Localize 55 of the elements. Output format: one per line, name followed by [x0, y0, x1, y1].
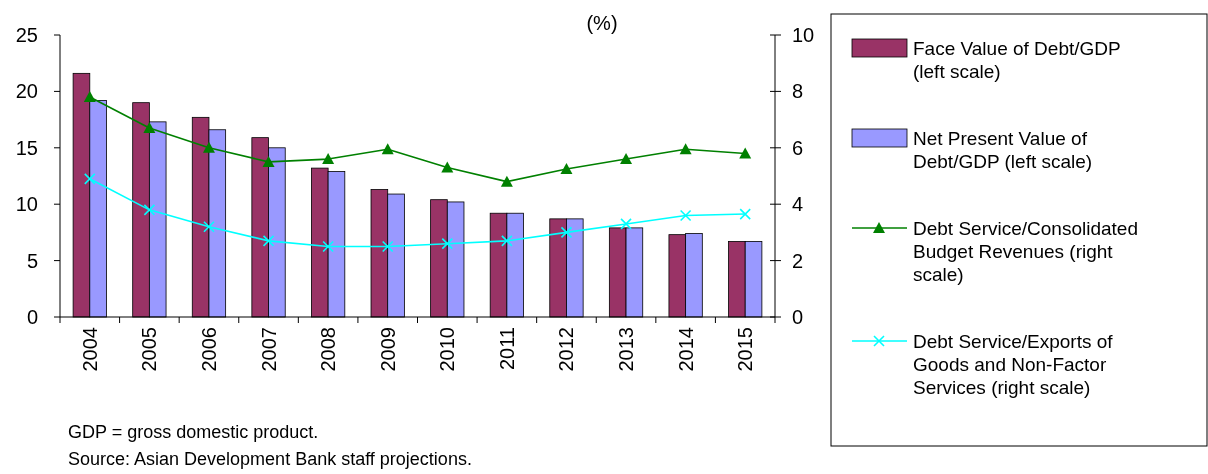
point	[322, 240, 334, 253]
y-tick-label: 25	[15, 24, 38, 46]
point	[679, 209, 692, 222]
point	[441, 161, 454, 173]
point	[739, 147, 752, 159]
x-tick-label: 2006	[197, 327, 220, 372]
point	[500, 175, 513, 187]
point	[679, 143, 692, 155]
point	[620, 218, 632, 230]
point	[203, 220, 215, 233]
point	[620, 153, 633, 165]
point	[83, 91, 96, 103]
y2-tick-label: 0	[792, 306, 804, 328]
point	[143, 204, 156, 216]
legend-label: Face Value of Debt/GDP (left scale)	[913, 38, 1121, 82]
y2-tick-label: 8	[792, 80, 804, 103]
point	[143, 122, 156, 134]
x-tick-label: 2011	[495, 327, 518, 371]
y2-tick-label: 2	[792, 249, 804, 272]
y2-tick-label: 6	[792, 136, 804, 159]
x-tick-label: 2008	[317, 327, 340, 372]
x-tick-label: 2015	[734, 327, 757, 372]
legend-label: Net Present Value of Debt/GDP (left scale)	[913, 128, 1093, 172]
y-tick-label: 20	[15, 80, 38, 103]
point	[560, 162, 573, 174]
x-tick-label: 2009	[376, 327, 399, 372]
point	[202, 141, 215, 153]
y2-tick-label: 4	[792, 193, 804, 216]
y2-tick-label: 10	[792, 24, 815, 46]
x-tick-label: 2014	[674, 327, 697, 372]
chart-title: (%)	[586, 12, 618, 34]
legend-label: Debt Service/Exports of Goods and Non-Factor Services (right scale)	[913, 331, 1114, 398]
point	[381, 143, 394, 155]
text: GDP = gross domestic product.	[68, 422, 319, 442]
point	[739, 208, 752, 220]
x-tick-label: 2007	[257, 327, 280, 372]
point	[381, 240, 394, 253]
x-tick-label: 2013	[615, 327, 638, 372]
x-tick-label: 2004	[78, 327, 101, 372]
y-tick-label: 15	[15, 136, 38, 159]
y-tick-label: 0	[26, 306, 38, 328]
point	[441, 237, 454, 250]
point	[501, 235, 513, 247]
point	[83, 173, 96, 185]
source-note: Source: Asian Development Bank staff projections.	[68, 449, 472, 469]
point	[322, 153, 335, 165]
point	[560, 226, 573, 239]
point	[262, 235, 275, 247]
x-tick-label: 2010	[436, 327, 459, 372]
x-tick-label: 2005	[138, 327, 161, 372]
legend-label: Debt Service/Consolidated Budget Revenues (right scale)	[913, 218, 1138, 285]
point	[262, 155, 275, 167]
y-tick-label: 5	[26, 249, 38, 272]
y-tick-label: 10	[15, 193, 38, 216]
x-tick-label: 2012	[555, 327, 578, 372]
